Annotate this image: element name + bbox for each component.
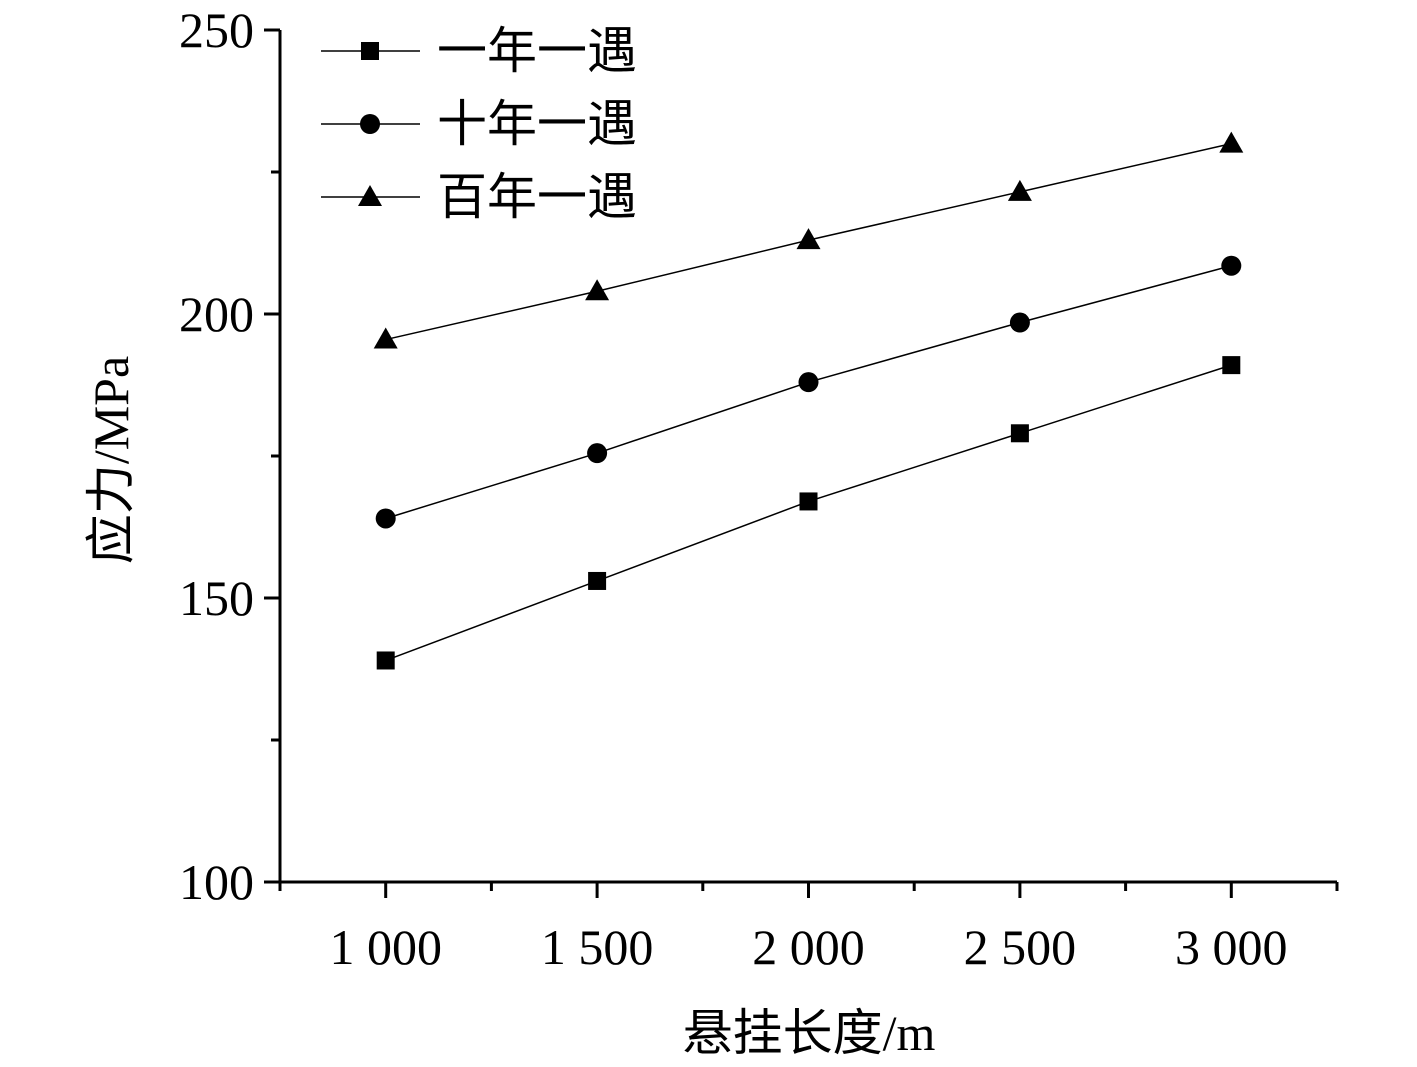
legend-entry-1: 一年一遇 — [321, 23, 637, 79]
y-tick-label: 200 — [179, 286, 254, 342]
y-axis-title: 应力/MPa — [83, 356, 139, 564]
series-layer — [373, 131, 1244, 670]
legend-marker — [358, 185, 382, 206]
data-point — [585, 279, 610, 301]
legend-label: 十年一遇 — [437, 96, 637, 152]
x-tick-label: 1 000 — [329, 919, 442, 975]
data-point — [375, 508, 396, 529]
y-tick-label: 150 — [179, 570, 254, 626]
legend-label: 百年一遇 — [437, 169, 637, 225]
x-axis-title: 悬挂长度/m — [683, 1005, 936, 1061]
data-point — [1221, 255, 1242, 276]
data-point — [587, 443, 608, 464]
data-point — [1010, 424, 1029, 443]
series-1 — [376, 356, 1241, 670]
y-tick-label: 100 — [179, 854, 254, 910]
x-tick-label: 2 500 — [964, 919, 1077, 975]
series-3 — [373, 131, 1244, 349]
data-point — [1219, 131, 1244, 153]
data-point — [373, 327, 398, 349]
x-tick-label: 3 000 — [1175, 919, 1288, 975]
data-point — [588, 571, 607, 590]
data-point — [376, 651, 395, 670]
data-point — [1222, 356, 1241, 375]
legend-entry-3: 百年一遇 — [321, 169, 637, 225]
y-tick-label: 250 — [179, 2, 254, 58]
legend-entry-2: 十年一遇 — [321, 96, 637, 152]
data-point — [1007, 179, 1032, 201]
legend-marker — [361, 42, 379, 60]
legend-marker — [360, 114, 380, 134]
axes: 100 150 200 250 1 000 1 500 2 000 2 500 3 000 — [179, 2, 1339, 975]
series-line — [385, 364, 1232, 662]
data-point — [796, 228, 821, 250]
x-tick-label: 1 500 — [541, 919, 654, 975]
x-tick-label: 2 000 — [752, 919, 865, 975]
data-point — [799, 492, 818, 511]
data-point — [798, 372, 819, 393]
data-point — [1009, 312, 1030, 333]
legend-label: 一年一遇 — [437, 23, 637, 79]
series-2 — [375, 255, 1242, 529]
